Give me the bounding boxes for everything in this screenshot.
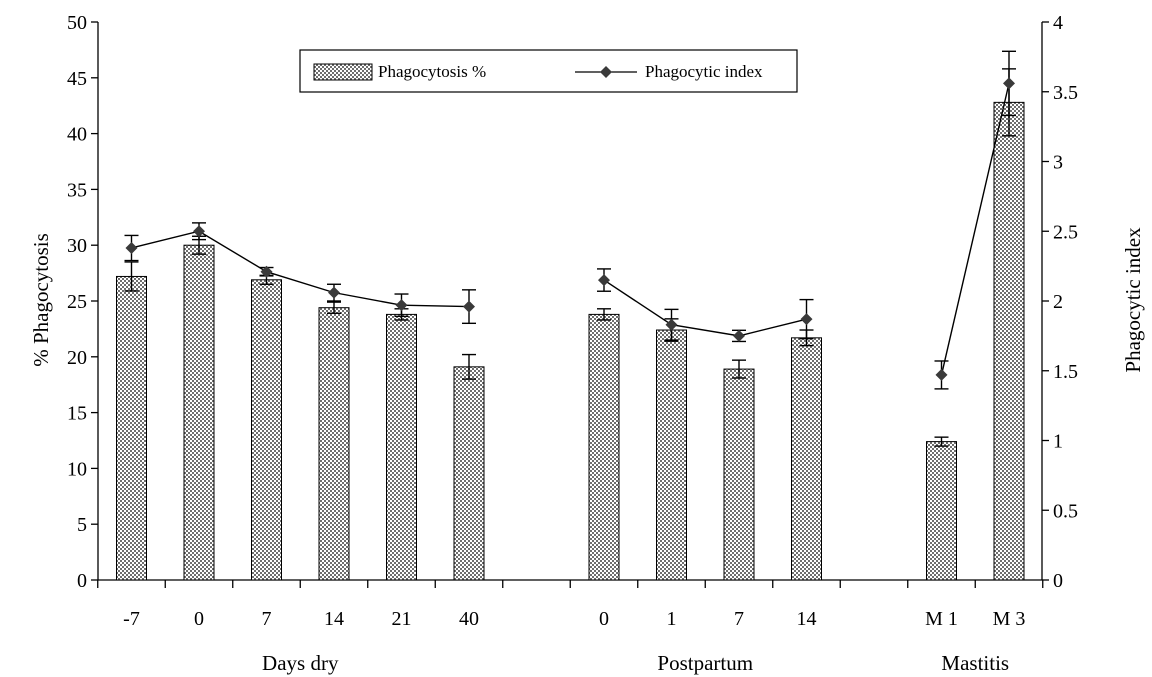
y2-tick-label: 0	[1053, 570, 1063, 592]
y2-tick-label: 2.5	[1053, 221, 1078, 243]
bar	[386, 313, 417, 581]
bar	[453, 366, 485, 581]
y2-tick-label: 3	[1053, 152, 1063, 174]
index-line-layer	[124, 50, 1016, 390]
y2-tick-label: 4	[1053, 12, 1063, 34]
x-tick-label: -7	[123, 608, 140, 630]
x-tick-label: 1	[667, 608, 677, 630]
index-point	[800, 313, 813, 326]
index-point	[733, 329, 745, 342]
bar	[116, 275, 147, 581]
legend-bar-label: Phagocytosis %	[378, 62, 486, 81]
index-point	[1003, 77, 1015, 90]
legend-bar-swatch	[313, 63, 373, 81]
index-point	[328, 286, 340, 299]
bar	[723, 368, 755, 581]
index-line	[131, 230, 470, 308]
bar	[251, 279, 282, 581]
index-point	[598, 274, 610, 287]
bar	[318, 307, 350, 581]
y-tick-label: 45	[67, 68, 87, 90]
y-tick-label: 0	[77, 570, 87, 592]
x-tick-label: 14	[324, 608, 344, 630]
bar	[588, 313, 620, 581]
index-point	[260, 265, 273, 278]
y2-tick-label: 3.5	[1053, 82, 1078, 104]
legend: Phagocytosis % Phagocytic index	[299, 49, 798, 93]
index-point	[395, 299, 408, 312]
y2-axis-title: Phagocytic index	[1121, 227, 1145, 373]
x-tick-label: M 3	[993, 608, 1026, 630]
legend-box	[299, 49, 798, 93]
y-axis-title: % Phagocytosis	[29, 233, 53, 367]
y-tick-label: 40	[67, 124, 87, 146]
index-point	[193, 225, 205, 238]
y-tick-label: 20	[67, 347, 87, 369]
index-point	[935, 368, 948, 381]
x-tick-label: 0	[194, 608, 204, 630]
legend-line-marker	[600, 66, 612, 78]
y-tick-label: 35	[67, 179, 87, 201]
y2-tick-label: 2	[1053, 291, 1063, 313]
x-tick-label: 7	[262, 608, 272, 630]
bar	[993, 101, 1025, 581]
bar	[183, 244, 215, 581]
index-line	[603, 279, 807, 337]
bar	[656, 329, 687, 581]
legend-line-label: Phagocytic index	[645, 62, 763, 81]
y-tick-label: 5	[77, 514, 87, 536]
axes	[91, 21, 1049, 588]
y-tick-label: 25	[67, 291, 87, 313]
group-label: Days dry	[262, 651, 339, 675]
bar	[791, 337, 822, 581]
group-label: Mastitis	[941, 651, 1009, 675]
y2-tick-label: 0.5	[1053, 500, 1078, 522]
index-point	[463, 300, 475, 313]
y2-tick-label: 1	[1053, 431, 1063, 453]
group-label: Postpartum	[657, 651, 753, 675]
index-line	[940, 83, 1010, 376]
index-point	[665, 318, 678, 331]
x-tick-label: 7	[734, 608, 744, 630]
y-tick-label: 15	[67, 403, 87, 425]
index-point	[125, 241, 138, 254]
bars	[116, 101, 1025, 581]
y-tick-label: 10	[67, 458, 87, 480]
y-tick-label: 30	[67, 235, 87, 257]
x-tick-label: 0	[599, 608, 609, 630]
x-tick-label: 14	[797, 608, 817, 630]
x-tick-label: M 1	[925, 608, 958, 630]
y-tick-label: 50	[67, 12, 87, 34]
y2-tick-label: 1.5	[1053, 361, 1078, 383]
bar	[926, 441, 957, 581]
x-tick-label: 21	[392, 608, 412, 630]
x-tick-label: 40	[459, 608, 479, 630]
